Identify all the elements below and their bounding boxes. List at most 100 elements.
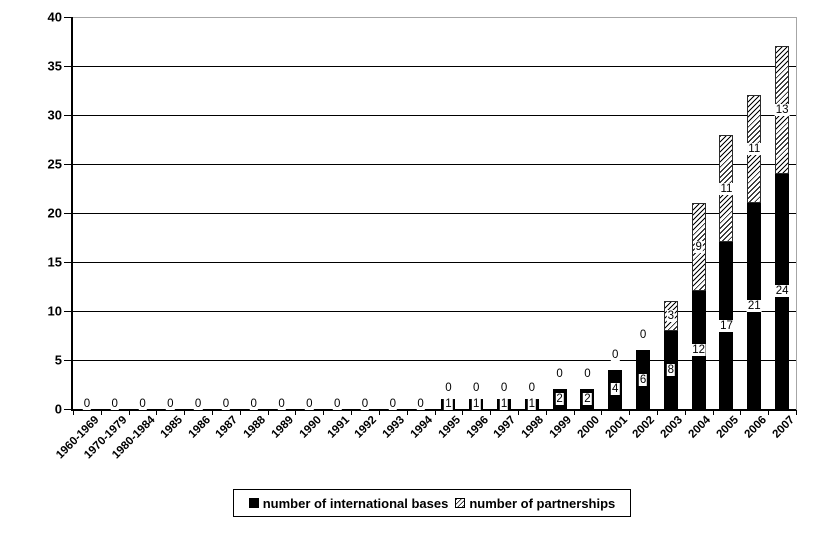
data-label: 1 (472, 398, 481, 411)
data-label: 0 (527, 382, 537, 395)
x-axis-tick-label: 1986 (186, 414, 213, 441)
y-tick (64, 115, 71, 116)
x-tick (601, 410, 603, 415)
data-label: 0 (638, 329, 648, 342)
gridline (73, 262, 796, 263)
gridline (73, 66, 796, 67)
data-label: 9 (694, 241, 703, 254)
x-tick (768, 410, 770, 415)
legend: number of international bases number of … (233, 489, 631, 517)
data-label: 1 (499, 398, 509, 411)
x-axis-tick-label: 1988 (241, 414, 269, 441)
data-label: 24 (774, 285, 790, 298)
x-axis-tick-label: 1991 (325, 414, 352, 441)
data-label: 0 (138, 398, 147, 410)
x-tick (740, 410, 742, 415)
data-label: 2 (583, 393, 592, 406)
y-axis-tick-label: 5 (54, 352, 62, 368)
legend-label-partnerships: number of partnerships (469, 495, 616, 511)
data-label: 17 (719, 319, 734, 332)
data-label: 0 (360, 398, 370, 410)
data-label: 11 (747, 143, 762, 156)
gridline (73, 311, 796, 312)
data-label: 0 (166, 398, 175, 410)
data-label: 21 (746, 300, 762, 313)
data-label: 0 (110, 398, 119, 410)
x-axis-tick-label: 2003 (658, 414, 686, 441)
x-tick (712, 410, 714, 415)
solid-swatch-icon (248, 498, 259, 508)
legend-item-partnerships: number of partnerships (455, 496, 615, 511)
data-label: 0 (583, 368, 592, 381)
x-tick (629, 410, 631, 415)
x-axis-tick-label: 2007 (770, 414, 797, 441)
x-axis-tick-label: 2001 (603, 414, 630, 441)
x-tick (73, 410, 74, 415)
x-tick (545, 410, 547, 415)
x-axis-tick-label: 2005 (714, 414, 741, 441)
legend-item-bases: number of international bases (248, 495, 449, 511)
y-axis-line (71, 17, 73, 411)
x-axis-tick-label: 1999 (547, 414, 575, 441)
x-axis-tick-label: 2000 (575, 414, 602, 441)
data-label: 0 (249, 398, 258, 410)
x-axis-tick-label: 2006 (742, 414, 769, 441)
y-tick (64, 213, 71, 214)
x-axis-tick-label: 1989 (269, 414, 297, 441)
x-tick (323, 410, 325, 415)
y-axis-tick-label: 0 (54, 401, 62, 417)
data-label: 12 (691, 344, 707, 357)
data-label: 13 (774, 104, 790, 117)
x-axis-tick-label: 1987 (213, 414, 241, 441)
x-tick (434, 410, 436, 415)
x-axis-tick-label: 2004 (686, 414, 714, 441)
x-axis-tick-label: 1998 (519, 414, 547, 441)
data-label: 8 (666, 363, 676, 376)
x-tick (573, 410, 575, 415)
x-tick (128, 410, 130, 415)
gridline (73, 115, 796, 116)
hatch-swatch-icon (455, 498, 466, 508)
data-label: 0 (416, 398, 425, 410)
data-label: 11 (719, 182, 734, 195)
gridline (73, 360, 796, 361)
y-tick (64, 360, 71, 361)
y-axis-tick-label: 15 (47, 254, 62, 270)
x-tick (490, 410, 492, 415)
x-axis-tick-label: 1995 (436, 414, 463, 441)
y-tick (64, 164, 71, 165)
x-tick (406, 410, 408, 415)
y-tick (64, 17, 71, 18)
x-tick (267, 410, 269, 415)
y-axis-tick-label: 35 (47, 58, 62, 74)
x-tick (378, 410, 380, 415)
x-tick (239, 410, 241, 415)
data-label: 0 (193, 398, 203, 410)
data-label: 2 (555, 393, 564, 406)
y-tick (64, 66, 71, 67)
data-label: 0 (472, 382, 481, 395)
x-tick (796, 410, 797, 415)
x-tick (684, 410, 686, 415)
x-tick (295, 410, 297, 415)
data-label: 0 (388, 398, 397, 410)
data-label: 6 (638, 373, 648, 386)
data-label: 4 (611, 383, 620, 396)
y-axis-tick-label: 40 (47, 9, 62, 25)
x-tick (351, 410, 353, 415)
gridline (73, 164, 796, 165)
x-axis-tick-label: 2002 (630, 414, 658, 441)
x-tick (517, 410, 519, 415)
legend-label-bases: number of international bases (262, 495, 449, 511)
data-label: 0 (499, 382, 509, 395)
x-axis-tick-label: 1997 (491, 414, 519, 441)
y-tick (64, 409, 71, 410)
x-tick (212, 410, 214, 415)
data-label: 0 (332, 398, 342, 410)
x-axis-tick-label: 1985 (158, 414, 185, 441)
data-label: 0 (82, 398, 92, 410)
data-label: 0 (221, 398, 231, 410)
x-axis-line (71, 409, 796, 411)
x-axis-tick-label: 1996 (464, 414, 491, 441)
